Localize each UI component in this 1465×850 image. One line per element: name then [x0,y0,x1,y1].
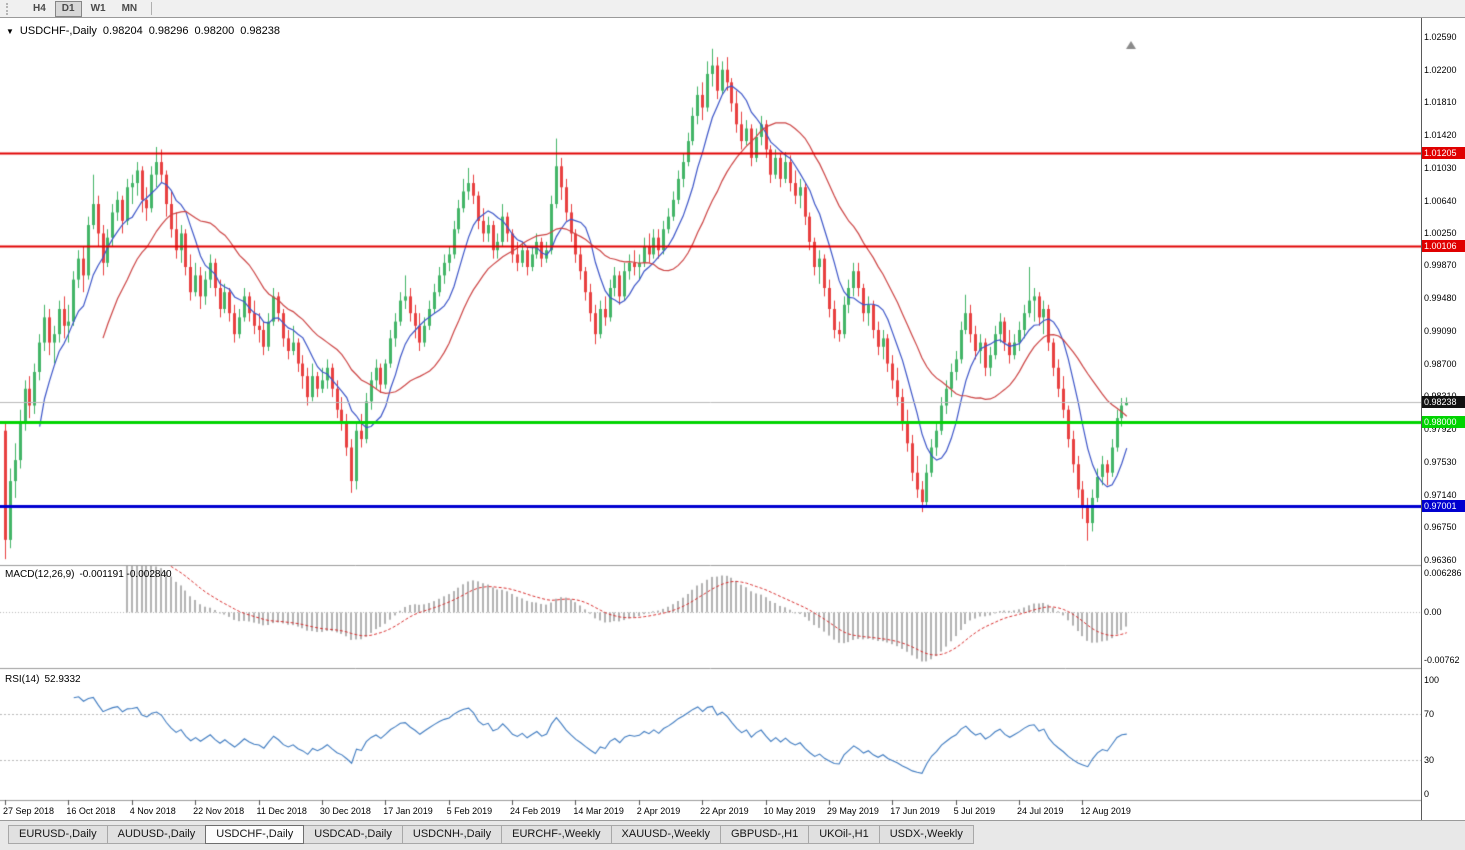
date-axis-label: 24 Jul 2019 [1017,806,1064,816]
date-axis-label: 29 May 2019 [826,806,879,816]
date-axis-label: 12 Aug 2019 [1080,806,1131,816]
chart-area: ▼ USDCHF-,Daily 0.98204 0.98296 0.98200 … [0,18,1421,820]
date-axis-label: 5 Feb 2019 [446,806,493,816]
current-price-chip: 0.98238 [1422,396,1465,409]
hline-price-chip: 1.01205 [1422,147,1465,160]
symbol-marker-icon: ▼ [6,26,14,36]
price-axis-label: 0.99870 [1424,260,1457,271]
timeframe-button-h4[interactable]: H4 [33,2,46,14]
chart-tab-gbpusd-h1[interactable]: GBPUSD-,H1 [719,825,810,844]
price-axis-label: 0.98700 [1424,358,1457,369]
price-axis-label: 0.98310 [1424,391,1457,401]
rsi-axis-label: 70 [1424,709,1435,720]
timeframe-button-w1[interactable]: W1 [90,2,106,14]
ohlc-close-value: 0.98238 [240,25,280,37]
date-axis-label: 16 Oct 2018 [66,806,116,816]
rsi-indicator-label: RSI(14) 52.9332 [5,674,86,685]
date-axis-label: 17 Jan 2019 [383,806,433,816]
date-axis-label: 5 Jul 2019 [953,806,996,816]
chart-tab-audusd-daily[interactable]: AUDUSD-,Daily [106,825,207,844]
date-axis-label: 14 Mar 2019 [573,806,624,816]
timeframe-button-d1[interactable]: D1 [54,0,82,17]
date-axis-label: 11 Dec 2018 [256,806,307,816]
date-axis-label: 17 Jun 2019 [890,806,940,816]
price-axis-label: 1.00250 [1424,228,1457,239]
price-axis-label: 0.97920 [1424,424,1457,435]
price-axis-label: 1.02590 [1424,32,1457,42]
timeframes-toolbar: H4 D1 W1 MN [0,0,1465,18]
chart-tab-usdcnh-daily[interactable]: USDCNH-,Daily [401,825,503,844]
price-axis-label: 1.02200 [1424,64,1457,75]
toolbar-grip[interactable] [6,2,12,15]
chart-symbol-label: USDCHF-,Daily [19,25,97,37]
chart-tab-eurusd-daily[interactable]: EURUSD-,Daily [8,825,108,844]
rsi-axis-label: 30 [1424,754,1435,765]
price-axis-label: 0.96360 [1424,555,1457,565]
date-axis-label: 27 Sep 2018 [3,806,55,816]
date-axis-label: 22 Apr 2019 [700,806,749,816]
chart-tab-usdcad-daily[interactable]: USDCAD-,Daily [303,825,403,844]
chart-canvas[interactable] [0,18,1421,820]
price-axis-label: 1.01810 [1424,97,1457,108]
ohlc-low-value: 0.98200 [194,25,235,37]
hline-price-chip: 0.97001 [1422,500,1465,513]
rsi-axis-label: 100 [1424,675,1440,685]
date-axis-label: 4 Nov 2018 [129,806,176,816]
chart-title: ▼ USDCHF-,Daily 0.98204 0.98296 0.98200 … [6,25,280,37]
rsi-value: 52.9332 [44,674,81,685]
price-axis-label: 0.96750 [1424,522,1457,533]
chart-tab-eurchf-weekly[interactable]: EURCHF-,Weekly [501,825,612,844]
chart-tab-xauusd-weekly[interactable]: XAUUSD-,Weekly [610,825,721,844]
chart-tab-usdx-weekly[interactable]: USDX-,Weekly [878,825,974,844]
date-axis-label: 30 Dec 2018 [319,806,371,816]
chart-tab-usdchf-daily[interactable]: USDCHF-,Daily [205,825,305,844]
macd-name: MACD(12,26,9) [5,569,75,580]
ohlc-high-value: 0.98296 [148,25,189,37]
macd-axis-label: 0.00 [1424,607,1442,618]
macd-values: -0.001191 -0.002840 [79,569,172,580]
chart-tab-ukoil-h1[interactable]: UKOil-,H1 [808,825,880,844]
price-axis[interactable]: 1.02590 1.02200 1.01810 1.01420 1.01030 1.006… [1421,18,1465,820]
macd-axis-label: -0.00762 [1424,655,1460,666]
date-axis-label: 22 Nov 2018 [193,806,245,816]
date-axis-label: 24 Feb 2019 [510,806,561,816]
macd-indicator-label: MACD(12,26,9) -0.001191 -0.002840 [5,569,177,580]
hline-price-chip: 0.98000 [1422,416,1465,429]
price-axis-label: 0.97530 [1424,456,1457,467]
hline-price-chip: 1.00106 [1422,239,1465,252]
price-axis-label: 0.97140 [1424,489,1457,500]
date-axis-label: 10 May 2019 [763,806,816,816]
price-axis-label: 1.00640 [1424,195,1457,206]
rsi-name: RSI(14) [5,674,40,685]
price-axis-label: 0.99090 [1424,325,1457,336]
toolbar-separator [151,2,153,15]
macd-axis-label: 0.006286 [1424,568,1462,579]
date-axis-label: 2 Apr 2019 [636,806,681,816]
chart-tabbar: EURUSD-,Daily AUDUSD-,Daily USDCHF-,Daily U… [0,820,1465,850]
price-axis-label: 1.01420 [1424,130,1457,141]
ohlc-open-value: 0.98204 [102,25,143,37]
price-axis-label: 1.01030 [1424,162,1457,173]
rsi-axis-label: 0 [1424,789,1430,799]
price-axis-label: 0.99480 [1424,293,1457,304]
timeframe-button-mn[interactable]: MN [121,2,138,14]
